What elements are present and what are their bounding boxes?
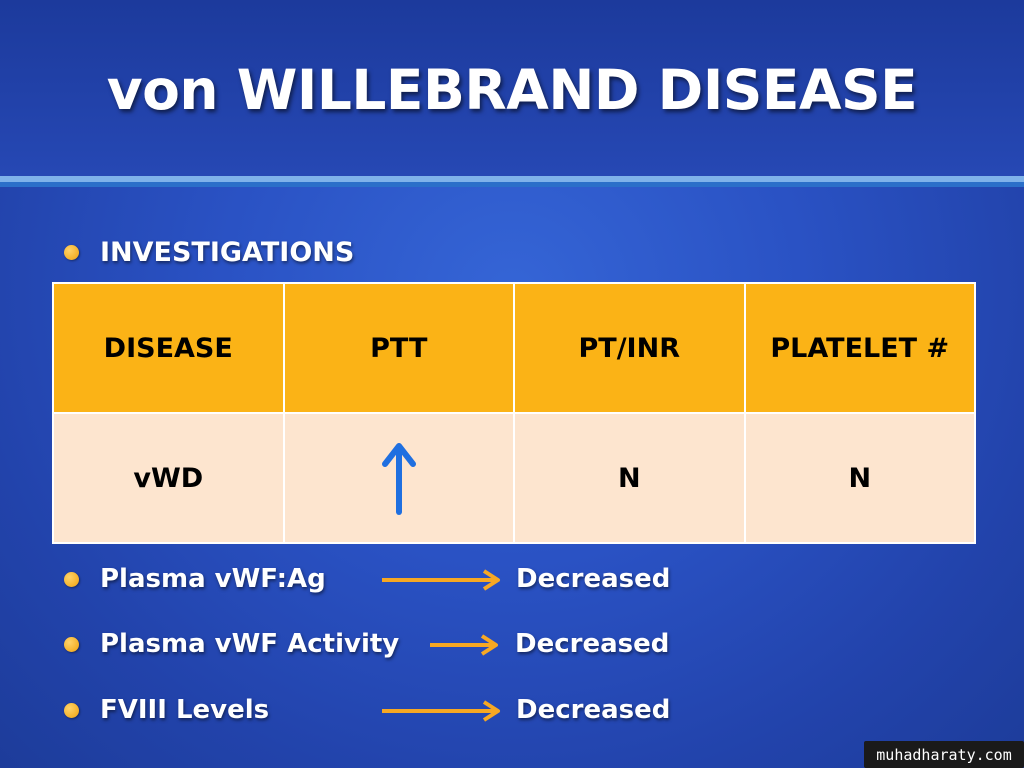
cell-pt-inr: N xyxy=(513,412,746,544)
header-ptt: PTT xyxy=(282,282,515,414)
header-disease: DISEASE xyxy=(52,282,285,414)
bullet-icon xyxy=(64,571,79,587)
cell-ptt xyxy=(282,412,515,544)
investigations-heading: INVESTIGATIONS xyxy=(64,232,354,272)
cell-platelet: N xyxy=(743,412,976,544)
right-arrow-icon xyxy=(382,569,500,591)
finding-value: Decreased xyxy=(516,564,671,594)
bullet-icon xyxy=(64,244,79,260)
finding-label: Plasma vWF:Ag xyxy=(100,564,326,594)
header-platelet: PLATELET # xyxy=(743,282,976,414)
up-arrow-icon xyxy=(381,443,416,515)
finding-label: FVIII Levels xyxy=(100,695,270,725)
bullet-icon xyxy=(64,702,79,718)
header-pt-inr: PT/INR xyxy=(513,282,746,414)
finding-label: Plasma vWF Activity xyxy=(100,629,400,659)
table-header-row: DISEASE PTT PT/INR PLATELET # xyxy=(52,282,976,414)
table-row: vWD N N xyxy=(52,412,976,544)
right-arrow-icon xyxy=(430,634,498,656)
slide-title: von WILLEBRAND DISEASE xyxy=(106,58,918,122)
investigations-table: DISEASE PTT PT/INR PLATELET # vWD N N xyxy=(52,282,976,544)
finding-item: Plasma vWF Activity Decreased xyxy=(64,624,744,664)
title-band xyxy=(0,0,1024,176)
title-divider-dark xyxy=(0,182,1024,187)
right-arrow-icon xyxy=(382,700,500,722)
finding-item: FVIII Levels Decreased xyxy=(64,690,744,730)
cell-disease: vWD xyxy=(52,412,285,544)
investigations-label: INVESTIGATIONS xyxy=(100,236,355,268)
site-watermark: muhadharaty.com xyxy=(864,741,1024,768)
finding-value: Decreased xyxy=(516,695,671,725)
finding-item: Plasma vWF:Ag Decreased xyxy=(64,559,744,599)
title-divider-light xyxy=(0,176,1024,182)
finding-value: Decreased xyxy=(515,629,670,659)
bullet-icon xyxy=(64,636,79,652)
